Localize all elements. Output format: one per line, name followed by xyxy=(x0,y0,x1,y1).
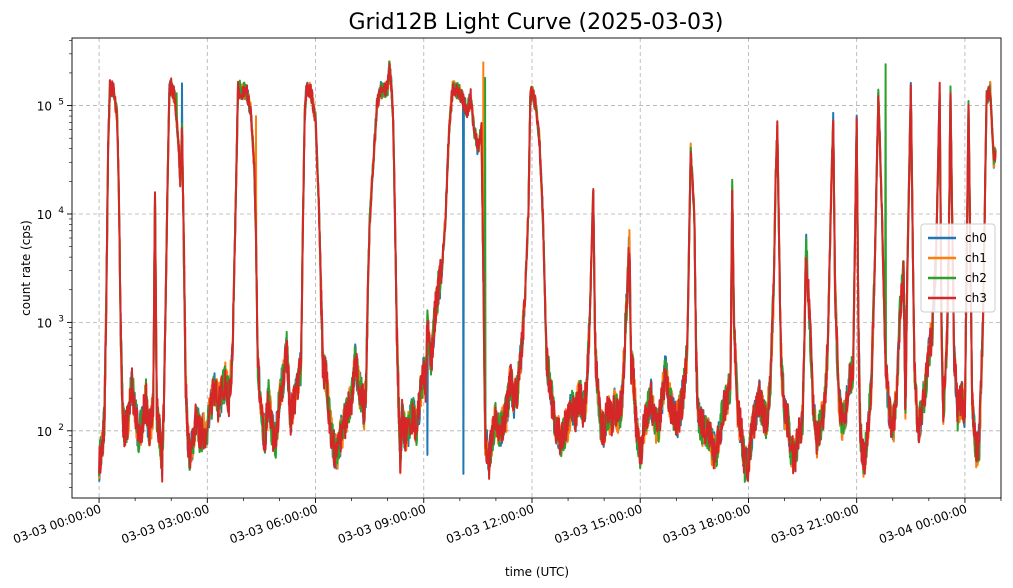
y-tick-exponent: 3 xyxy=(58,314,64,324)
series-layer xyxy=(98,60,997,483)
chart-title: Grid12B Light Curve (2025-03-03) xyxy=(348,10,723,35)
y-axis-ticks: 10 2 10 3 10 4 10 5 xyxy=(37,39,72,488)
y-tick-base: 10 xyxy=(37,208,52,222)
x-axis-ticks: 03-03 00:00:00 03-03 03:00:00 03-03 06:00:… xyxy=(11,498,1002,547)
legend-label-ch0: ch0 xyxy=(965,231,987,245)
y-tick-label: 10 4 xyxy=(37,206,65,222)
x-tick-label: 03-03 21:00:00 xyxy=(769,502,861,547)
y-tick-label: 10 2 xyxy=(37,423,64,439)
legend-box xyxy=(920,223,996,313)
x-tick-label: 03-03 18:00:00 xyxy=(661,502,753,547)
legend: ch0 ch1 ch2 ch3 xyxy=(920,223,996,313)
x-tick-label: 03-03 09:00:00 xyxy=(336,502,428,547)
legend-label-ch2: ch2 xyxy=(965,271,987,285)
y-tick-label: 10 5 xyxy=(37,98,64,114)
y-tick-base: 10 xyxy=(37,316,52,330)
series-line-ch3 xyxy=(98,62,997,483)
x-axis-label: time (UTC) xyxy=(505,565,569,579)
y-tick-base: 10 xyxy=(37,425,52,439)
x-tick-label: 03-03 00:00:00 xyxy=(11,502,103,547)
y-tick-exponent: 4 xyxy=(58,206,64,216)
x-tick-label: 03-03 03:00:00 xyxy=(120,502,212,547)
x-tick-label: 03-03 15:00:00 xyxy=(552,502,644,547)
x-tick-label: 03-04 00:00:00 xyxy=(877,502,969,547)
y-tick-exponent: 2 xyxy=(58,423,64,433)
y-axis-label: count rate (cps) xyxy=(19,220,33,316)
plot-frame xyxy=(71,37,1002,499)
legend-label-ch3: ch3 xyxy=(965,291,987,305)
y-tick-label: 10 3 xyxy=(37,314,64,330)
x-tick-label: 03-03 12:00:00 xyxy=(444,502,536,547)
x-tick-label: 03-03 06:00:00 xyxy=(228,502,320,547)
y-tick-base: 10 xyxy=(37,100,52,114)
legend-label-ch1: ch1 xyxy=(965,251,987,265)
y-tick-exponent: 5 xyxy=(58,98,64,108)
